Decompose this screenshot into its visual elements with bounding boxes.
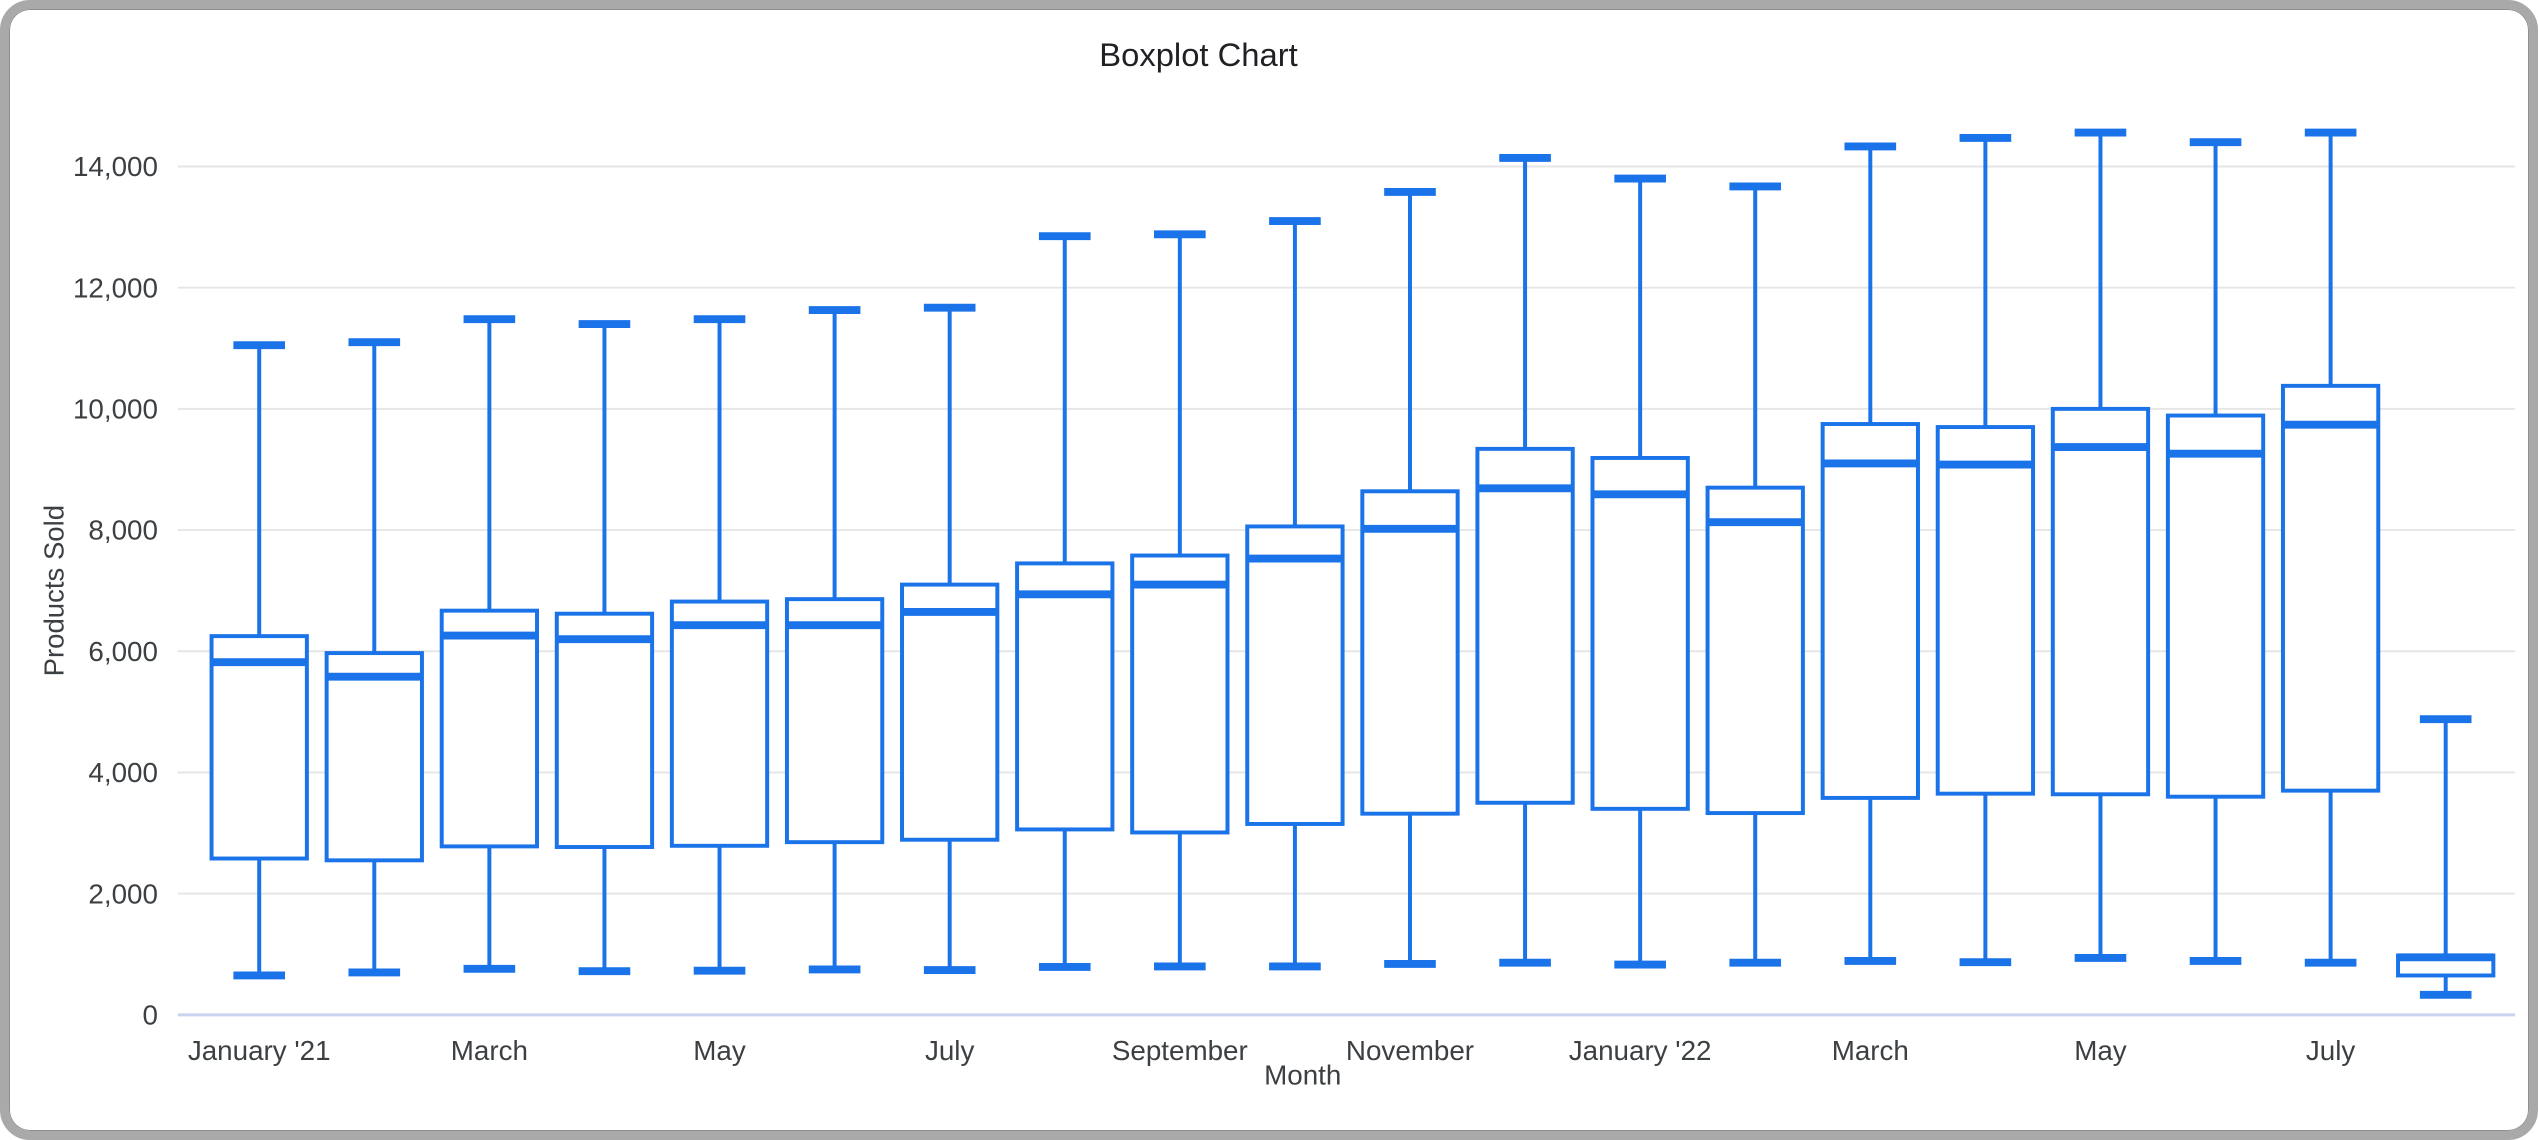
- x-tick-label: May: [693, 1035, 746, 1066]
- boxplot-series: [209, 128, 2496, 999]
- boxplot-february-21[interactable]: [324, 338, 424, 977]
- boxplot-august-22[interactable]: [2396, 715, 2496, 999]
- y-tick-label: 12,000: [73, 272, 158, 303]
- y-tick-label: 10,000: [73, 394, 158, 425]
- y-tick-label: 6,000: [88, 636, 158, 667]
- y-axis-tick-labels: 0 2,000 4,000 6,000 8,000 10,000 12,000 14,000: [73, 151, 158, 1030]
- boxplot-chart: 02,0004,0006,0008,00010,00012,00014,000 …: [38, 36, 2516, 1091]
- iqr-box: [2165, 413, 2266, 799]
- boxplot-february-22[interactable]: [1705, 182, 1805, 967]
- boxplot-march-21[interactable]: [439, 315, 540, 973]
- iqr-box: [1820, 422, 1920, 800]
- boxplot-october-21[interactable]: [1245, 217, 1345, 971]
- iqr-box: [784, 597, 885, 845]
- iqr-box: [1130, 553, 1230, 835]
- boxplot-january-21[interactable]: [209, 341, 309, 980]
- iqr-box: [900, 582, 1000, 842]
- boxplot-march-22[interactable]: [1820, 142, 1920, 965]
- boxplot-april-22[interactable]: [1935, 134, 2036, 967]
- boxplot-january-22[interactable]: [1590, 174, 1690, 969]
- iqr-box: [669, 599, 770, 848]
- iqr-box: [439, 608, 540, 849]
- iqr-box: [1475, 446, 1575, 805]
- y-tick-label: 2,000: [88, 878, 158, 909]
- y-tick-label: 14,000: [73, 151, 158, 182]
- y-tick-label: 8,000: [88, 515, 158, 546]
- gridlines: [177, 165, 2516, 1017]
- y-tick-label: 4,000: [88, 757, 158, 788]
- iqr-box: [2050, 406, 2151, 797]
- x-tick-label: January '22: [1569, 1035, 1712, 1066]
- y-axis-title: Products Sold: [38, 505, 69, 676]
- iqr-box: [1935, 425, 2036, 796]
- boxplot-april-21[interactable]: [554, 320, 655, 976]
- iqr-box: [1705, 485, 1805, 816]
- boxplot-june-22[interactable]: [2165, 138, 2266, 965]
- iqr-box: [1590, 455, 1690, 811]
- boxplot-may-22[interactable]: [2050, 128, 2151, 962]
- iqr-box: [1360, 489, 1460, 816]
- x-axis-title: Month: [1264, 1060, 1341, 1091]
- iqr-box: [2280, 383, 2381, 793]
- chart-title: Boxplot Chart: [1099, 36, 1297, 73]
- x-tick-label: May: [2074, 1035, 2127, 1066]
- x-axis-tick-labels: January '21 March May July September November…: [188, 1035, 2356, 1066]
- boxplot-august-21[interactable]: [1015, 232, 1115, 971]
- x-tick-label: July: [925, 1035, 975, 1066]
- iqr-box: [554, 611, 655, 849]
- iqr-box: [209, 634, 309, 861]
- x-tick-label: September: [1112, 1035, 1248, 1066]
- iqr-box: [1015, 561, 1115, 832]
- x-tick-label: March: [451, 1035, 528, 1066]
- iqr-box: [1245, 524, 1345, 826]
- iqr-box: [324, 651, 424, 863]
- x-tick-label: March: [1832, 1035, 1909, 1066]
- boxplot-september-21[interactable]: [1130, 230, 1230, 971]
- boxplot-november-21[interactable]: [1360, 187, 1460, 968]
- boxplot-july-21[interactable]: [900, 303, 1000, 974]
- x-tick-label: November: [1346, 1035, 1474, 1066]
- x-tick-label: July: [2306, 1035, 2356, 1066]
- x-tick-label: January '21: [188, 1035, 331, 1066]
- boxplot-december-21[interactable]: [1475, 154, 1575, 967]
- boxplot-july-22[interactable]: [2280, 128, 2381, 967]
- y-tick-label: 0: [142, 1000, 157, 1031]
- boxplot-june-21[interactable]: [784, 306, 885, 974]
- boxplot-may-21[interactable]: [669, 315, 770, 975]
